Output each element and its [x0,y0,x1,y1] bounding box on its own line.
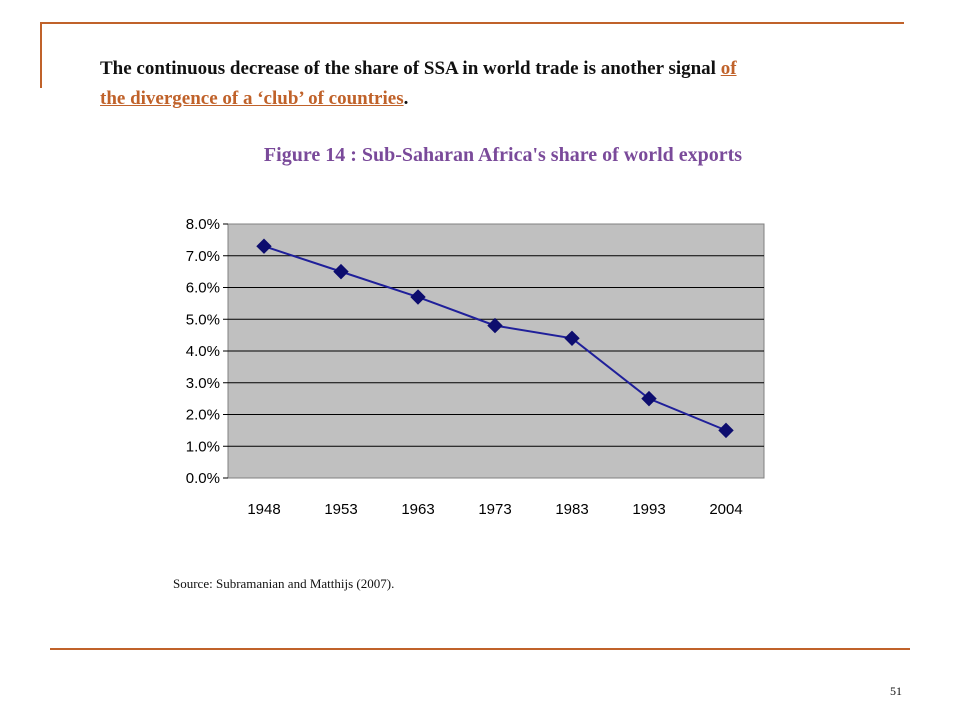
figure-title: Figure 14 : Sub-Saharan Africa's share o… [263,144,743,166]
source-note: Source: Subramanian and Matthijs (2007). [173,576,395,591]
y-tick-label: 7.0% [186,248,220,265]
x-tick-label: 1948 [247,501,280,518]
y-axis-tick-labels: 0.0% 1.0% 2.0% 3.0% 4.0% 5.0% 6.0% 7.0% 8.0% [186,216,220,487]
headline-accent-club: the divergence of a ‘club’ of countries [100,88,404,109]
data-point-marker [256,238,272,254]
headline-accent-of: of [720,58,737,79]
headline: The continuous decrease of the share of … [100,54,912,114]
x-tick-label: 1973 [478,501,511,518]
y-tick-label: 6.0% [186,280,220,297]
data-point-marker [718,422,734,439]
y-tick-label: 3.0% [186,375,220,392]
y-tick-label: 0.0% [186,470,220,487]
data-point-marker [564,330,580,347]
top-rule [40,22,904,24]
y-tick-label: 2.0% [186,407,220,424]
left-rule [40,22,42,88]
x-tick-label: 2004 [709,501,742,518]
headline-main: The continuous decrease of the share of … [100,58,721,79]
data-point-marker [487,317,503,334]
x-tick-label: 1953 [324,501,357,518]
page-number: 51 [890,684,902,698]
line-chart: 0.0% 1.0% 2.0% 3.0% 4.0% 5.0% 6.0% 7.0% 8.0% 194… [186,216,765,518]
data-markers [256,238,734,439]
y-tick-label: 5.0% [186,311,220,328]
x-axis-tick-labels: 1948 1953 1963 1973 1983 1993 2004 [247,501,742,518]
data-point-marker [333,263,349,280]
y-tick-label: 4.0% [186,343,220,360]
x-tick-label: 1993 [632,501,665,518]
headline-end: . [403,88,409,109]
data-point-marker [641,390,657,407]
y-tick-label: 1.0% [186,438,220,455]
y-tick-label: 8.0% [186,216,220,233]
data-point-marker [410,289,426,305]
x-tick-label: 1983 [555,501,588,518]
bottom-rule [50,648,910,650]
x-tick-label: 1963 [401,501,434,518]
